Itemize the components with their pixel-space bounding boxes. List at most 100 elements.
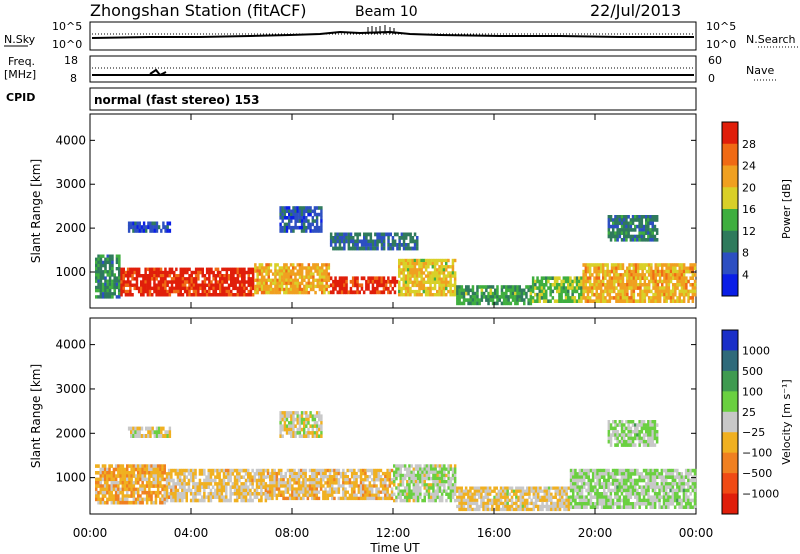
range-cell xyxy=(309,209,312,214)
range-cell xyxy=(438,265,441,269)
range-cell xyxy=(665,263,668,267)
range-cell xyxy=(373,468,376,473)
range-cell xyxy=(575,279,579,284)
range-cell xyxy=(619,266,622,271)
range-cell xyxy=(442,265,446,269)
range-cell xyxy=(126,283,130,287)
range-cell xyxy=(614,221,617,226)
range-cell xyxy=(518,291,521,296)
range-cell xyxy=(220,498,224,503)
range-cell xyxy=(621,292,625,297)
range-cell xyxy=(283,272,286,276)
range-cell xyxy=(537,495,540,499)
range-cell xyxy=(367,243,370,247)
range-cell xyxy=(645,224,648,229)
range-cell xyxy=(307,219,310,223)
range-cell xyxy=(475,486,479,490)
range-cell xyxy=(168,289,172,294)
range-cell xyxy=(315,216,319,220)
range-cell xyxy=(381,490,385,494)
range-cell xyxy=(424,274,428,278)
range-cell xyxy=(519,486,522,490)
range-cell xyxy=(449,498,453,503)
range-cell xyxy=(542,292,546,297)
range-cell xyxy=(142,228,146,233)
range-cell xyxy=(197,286,200,291)
range-cell xyxy=(388,468,392,473)
range-cell xyxy=(131,283,134,287)
range-cell xyxy=(230,293,233,297)
range-cell xyxy=(307,290,311,295)
range-cell xyxy=(674,289,677,294)
range-cell xyxy=(687,495,690,499)
range-cell xyxy=(174,468,177,473)
range-cell xyxy=(645,492,648,496)
range-cell xyxy=(604,263,607,267)
range-cell xyxy=(667,296,671,300)
range-cell xyxy=(404,293,408,297)
range-cell xyxy=(260,278,264,282)
range-cell xyxy=(348,468,352,473)
range-cell xyxy=(689,502,692,506)
range-cell xyxy=(682,273,686,277)
range-cell xyxy=(623,273,627,277)
range-cell xyxy=(243,293,246,297)
range-cell xyxy=(279,229,282,233)
range-cell xyxy=(178,472,182,476)
range-cell xyxy=(111,282,114,287)
range-cell xyxy=(480,498,483,502)
range-cell xyxy=(638,495,641,499)
range-cell xyxy=(385,232,388,237)
range-cell xyxy=(611,502,615,506)
range-cell xyxy=(415,277,419,281)
range-cell xyxy=(453,293,457,297)
range-cell xyxy=(295,487,298,491)
range-cell xyxy=(377,493,380,497)
range-cell xyxy=(434,480,437,484)
range-cell xyxy=(313,209,317,214)
range-cell xyxy=(653,468,657,473)
range-cell xyxy=(159,293,163,297)
range-cell xyxy=(108,497,111,502)
range-cell xyxy=(139,487,142,492)
range-cell xyxy=(249,280,253,284)
range-cell xyxy=(220,488,224,493)
range-cell xyxy=(103,481,107,485)
range-cell xyxy=(687,488,690,493)
range-cell xyxy=(121,481,125,485)
range-cell xyxy=(423,495,426,500)
range-cell xyxy=(136,221,139,226)
range-cell xyxy=(534,279,537,284)
range-cell xyxy=(631,215,635,219)
range-cell xyxy=(316,269,319,273)
range-cell xyxy=(438,271,441,275)
range-cell xyxy=(416,246,419,251)
range-cell xyxy=(197,289,200,294)
range-cell xyxy=(667,482,670,486)
range-cell xyxy=(436,274,439,278)
range-cell xyxy=(615,273,618,277)
range-cell xyxy=(536,279,539,284)
range-cell xyxy=(632,296,636,300)
range-cell xyxy=(608,289,612,294)
range-cell xyxy=(651,218,654,222)
range-cell xyxy=(332,279,335,284)
range-cell xyxy=(253,488,257,493)
range-cell xyxy=(597,283,601,287)
range-cell xyxy=(196,485,199,489)
range-cell xyxy=(197,277,200,281)
range-cell xyxy=(469,301,472,306)
range-cell xyxy=(591,505,595,509)
range-cell xyxy=(580,279,583,284)
range-cell xyxy=(393,464,396,468)
range-cell xyxy=(230,280,233,284)
range-cell xyxy=(643,266,647,271)
range-cell xyxy=(390,487,394,491)
range-cell xyxy=(649,482,652,486)
range-cell xyxy=(674,273,677,277)
range-cell xyxy=(283,222,287,227)
range-cell xyxy=(318,278,322,282)
range-cell xyxy=(398,243,401,247)
range-cell xyxy=(130,471,133,475)
range-cell xyxy=(197,293,200,297)
